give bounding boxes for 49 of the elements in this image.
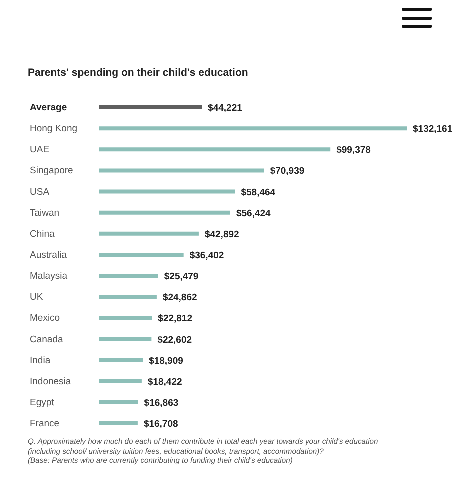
data-label: $99,378	[336, 145, 371, 156]
bar	[99, 168, 264, 173]
data-label: $16,708	[144, 419, 178, 430]
y-tick-label: Egypt	[30, 397, 55, 408]
data-label: $22,812	[158, 314, 193, 325]
data-label: $22,602	[158, 334, 192, 346]
y-tick-label: Australia	[30, 250, 68, 262]
y-tick-label: Singapore	[30, 166, 74, 177]
data-label: $58,464	[241, 187, 276, 198]
y-tick-label: Malaysia	[30, 271, 68, 282]
bar	[99, 295, 157, 300]
data-label: $18,422	[148, 376, 182, 388]
data-label: $25,479	[164, 272, 199, 283]
bar	[99, 232, 199, 236]
y-tick-label: Taiwan	[30, 208, 60, 219]
bar	[99, 274, 158, 278]
bar	[99, 106, 202, 110]
data-label: $56,424	[236, 208, 272, 220]
data-label: $24,862	[162, 292, 198, 304]
data-label: $16,863	[144, 398, 179, 409]
y-tick-label: India	[30, 355, 52, 366]
bar	[99, 252, 184, 257]
bar	[99, 337, 152, 342]
data-label: $42,892	[204, 229, 240, 240]
y-tick-label: China	[30, 228, 56, 240]
y-tick-label: France	[30, 418, 60, 430]
chart-title: Parents' spending on their child's education	[28, 67, 248, 79]
data-label: $44,221	[208, 103, 244, 114]
y-tick-label: Mexico	[30, 313, 60, 324]
y-tick-label: USA	[30, 186, 50, 198]
bar	[99, 210, 230, 215]
bar	[99, 316, 152, 320]
bar	[99, 400, 138, 404]
bar	[99, 190, 236, 194]
bar	[99, 148, 331, 152]
bar	[99, 126, 407, 131]
data-label: $36,402	[190, 250, 224, 262]
data-label: $18,909	[149, 356, 184, 367]
y-tick-label: Average	[30, 102, 68, 114]
data-label: $70,939	[270, 166, 305, 178]
y-tick-label: Indonesia	[30, 376, 72, 388]
data-label: $132,161	[413, 124, 454, 136]
bar	[99, 422, 138, 426]
bar	[99, 358, 144, 362]
y-tick-label: Hong Kong	[30, 124, 78, 135]
bar	[99, 379, 142, 384]
y-tick-label: Canada	[30, 334, 64, 346]
y-tick-label: UK	[30, 292, 44, 304]
y-tick-label: UAE	[30, 144, 50, 156]
